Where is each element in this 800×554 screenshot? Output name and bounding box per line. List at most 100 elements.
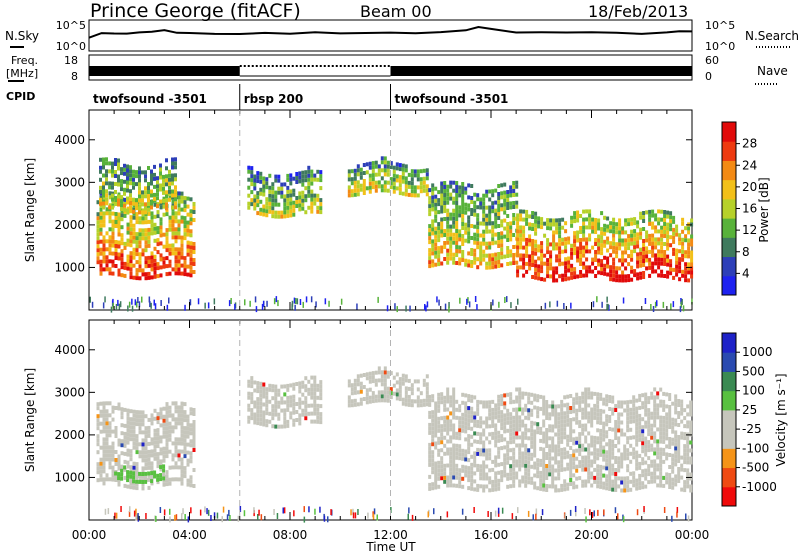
power-cell: [165, 178, 168, 183]
power-cell: [174, 239, 178, 244]
power-cell: [150, 193, 153, 198]
velocity-cell: [473, 439, 477, 444]
velocity-cell: [530, 408, 534, 413]
velocity-cell: [620, 464, 624, 469]
velocity-cell: [416, 379, 420, 384]
velocity-cell: [428, 446, 432, 451]
velocity-cell: [650, 475, 654, 480]
power-cell: [289, 193, 293, 198]
power-cell: [690, 254, 694, 259]
power-cell: [503, 194, 507, 199]
velocity-noise-cell: [494, 510, 497, 517]
velocity-cell: [581, 415, 585, 420]
velocity-cell: [467, 394, 471, 399]
power-cell: [537, 256, 541, 261]
power-cell: [506, 254, 510, 258]
velocity-cell: [132, 437, 136, 442]
velocity-cell: [593, 411, 597, 416]
power-cell: [147, 259, 151, 264]
power-cell: [470, 236, 474, 240]
velocity-cell: [599, 392, 603, 397]
velocity-cell: [461, 476, 465, 481]
power-cell: [470, 224, 474, 228]
velocity-cell: [548, 428, 552, 433]
nave-ytick-bottom: 0: [705, 70, 712, 83]
velocity-cell: [578, 424, 582, 429]
power-cell: [666, 214, 670, 219]
velocity-cell: [581, 423, 585, 428]
velocity-cell: [126, 424, 130, 429]
velocity-cell: [253, 380, 257, 385]
velocity-cell: [470, 414, 474, 419]
velocity-cell: [102, 429, 106, 434]
power-noise-cell: [409, 305, 411, 312]
velocity-noise-cell: [237, 515, 240, 522]
power-cell: [108, 191, 112, 196]
velocity-cell: [671, 461, 675, 466]
y-tick-label: 1000: [54, 470, 85, 484]
velocity-cell: [120, 464, 124, 469]
velocity-cell: [446, 431, 450, 436]
power-cell: [374, 188, 378, 193]
velocity-cell: [575, 400, 579, 405]
velocity-cell: [126, 440, 130, 445]
power-cell: [669, 235, 673, 240]
power-cell: [156, 230, 160, 235]
power-cell: [648, 257, 652, 262]
velocity-cell: [123, 439, 127, 444]
velocity-cell: [102, 469, 106, 474]
power-cell: [271, 190, 275, 195]
velocity-cell: [542, 479, 546, 484]
velocity-cell: [117, 482, 121, 487]
velocity-cell: [123, 483, 127, 488]
power-cell: [392, 173, 396, 178]
velocity-cell: [473, 431, 477, 436]
power-cell: [247, 165, 251, 170]
velocity-cell: [153, 474, 157, 479]
power-cell: [516, 213, 520, 218]
velocity-cell: [313, 387, 317, 392]
power-noise-cell: [261, 303, 264, 310]
velocity-cell: [135, 466, 139, 471]
velocity-cell: [313, 379, 317, 384]
power-cell: [675, 268, 679, 273]
velocity-cell: [316, 387, 320, 392]
power-cell: [377, 164, 381, 169]
velocity-cell: [117, 478, 121, 483]
velocity-cell: [506, 444, 510, 449]
power-cell: [528, 238, 532, 243]
velocity-cell: [428, 410, 432, 415]
velocity-cell: [368, 371, 372, 376]
velocity-cell: [506, 392, 510, 397]
power-cell: [660, 233, 664, 238]
velocity-cell: [668, 397, 672, 401]
velocity-cell: [434, 485, 438, 490]
velocity-cell: [608, 439, 612, 443]
power-cell: [666, 222, 670, 227]
velocity-cell: [566, 418, 570, 423]
velocity-cell: [165, 430, 169, 435]
velocity-cell: [509, 476, 513, 481]
power-cell: [491, 241, 495, 246]
velocity-cell: [162, 418, 166, 423]
velocity-cell: [262, 390, 266, 395]
power-cell: [573, 231, 577, 236]
power-cell: [543, 277, 547, 282]
velocity-cell: [253, 420, 257, 425]
power-cell: [666, 262, 670, 267]
power-cell: [455, 213, 459, 217]
power-cell: [256, 203, 260, 208]
power-cell: [111, 251, 115, 256]
velocity-cell: [509, 420, 513, 425]
velocity-cell: [274, 388, 278, 393]
velocity-cell: [286, 403, 290, 408]
velocity-cell: [614, 460, 618, 464]
power-cell: [404, 164, 408, 169]
velocity-cell: [434, 445, 438, 450]
power-cell: [512, 213, 516, 217]
power-cell: [183, 232, 187, 237]
velocity-cell: [503, 429, 507, 434]
power-cell: [102, 243, 106, 248]
velocity-cell: [458, 468, 462, 473]
power-cell: [473, 212, 477, 217]
